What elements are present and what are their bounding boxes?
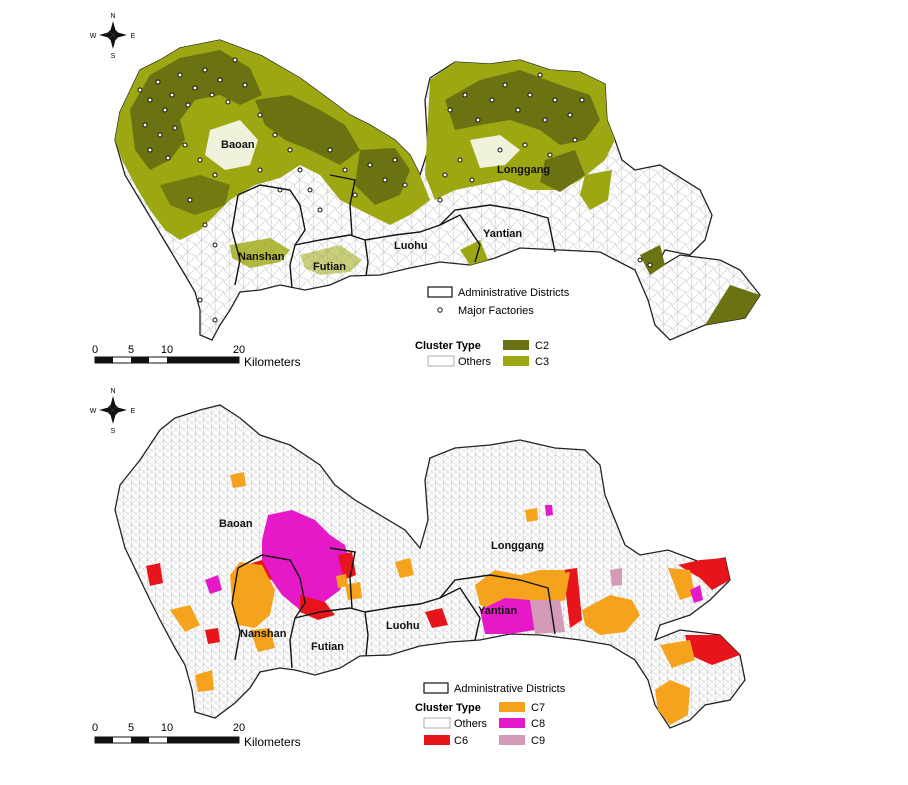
top-scale-tick-0: 0: [92, 344, 98, 356]
top-legend-c2-swatch: [503, 340, 529, 350]
top-compass-s: S: [111, 53, 116, 60]
top-legend-factory-swatch: [437, 307, 443, 313]
bottom-label-yantian: Yantian: [478, 605, 517, 617]
bottom-label-baoan: Baoan: [219, 518, 253, 530]
bottom-district-labels: Baoan Nanshan Futian Luohu Yantian Longg…: [219, 518, 544, 653]
bottom-legend-c8-label: C8: [531, 718, 545, 730]
bottom-legend-c9-label: C9: [531, 735, 545, 747]
bottom-label-nanshan: Nanshan: [240, 628, 287, 640]
top-map: N S E W Baoan Nanshan Futian Luohu Yanti…: [90, 13, 761, 369]
top-label-futian: Futian: [313, 261, 346, 273]
top-legend-district-swatch: [427, 286, 453, 298]
bottom-district-boundaries: [231, 547, 556, 669]
bottom-compass-w: W: [90, 408, 97, 415]
bottom-scale-tick-10: 10: [161, 722, 173, 734]
top-legend-districts-label: Administrative Districts: [458, 287, 570, 299]
top-legend-cluster-title: Cluster Type: [415, 340, 481, 352]
top-legend-c3-swatch: [503, 356, 529, 366]
bottom-legend-c7-swatch: [499, 702, 525, 712]
top-legend-others-label: Others: [458, 356, 492, 368]
bottom-compass-e: E: [131, 408, 136, 415]
top-scale-tick-5: 5: [128, 344, 134, 356]
bottom-map: N S E W Baoan Nanshan Futian Luohu Yanti…: [90, 388, 746, 749]
bottom-legend-cluster-title: Cluster Type: [415, 702, 481, 714]
top-label-nanshan: Nanshan: [238, 251, 285, 263]
bottom-scale-tick-0: 0: [92, 722, 98, 734]
top-scale-tick-20: 20: [233, 344, 245, 356]
bottom-label-futian: Futian: [311, 641, 344, 653]
bottom-legend-c7-label: C7: [531, 702, 545, 714]
top-compass-e: E: [131, 33, 136, 40]
bottom-label-luohu: Luohu: [386, 620, 420, 632]
bottom-compass: N S E W: [90, 388, 136, 435]
top-label-yantian: Yantian: [483, 228, 522, 240]
top-label-luohu: Luohu: [394, 240, 428, 252]
bottom-scale-tick-20: 20: [233, 722, 245, 734]
bottom-label-longgang: Longgang: [491, 540, 544, 552]
top-factory-dots: [137, 57, 653, 323]
bottom-legend-c8-swatch: [499, 718, 525, 728]
top-district-boundaries: [231, 174, 556, 289]
top-compass-w: W: [90, 33, 97, 40]
bottom-compass-s: S: [111, 428, 116, 435]
bottom-legend: Administrative Districts Cluster Type C7…: [415, 682, 566, 747]
bottom-scalebar: 0 5 10 20 Kilometers: [92, 722, 301, 749]
top-legend-c3-label: C3: [535, 356, 549, 368]
top-clusters: [115, 40, 760, 325]
bottom-legend-others-swatch: [423, 717, 451, 729]
top-legend-others-swatch: [427, 355, 455, 367]
top-legend-c2-label: C2: [535, 340, 549, 352]
top-label-baoan: Baoan: [221, 139, 255, 151]
bottom-legend-c6-label: C6: [454, 735, 468, 747]
top-label-longgang: Longgang: [497, 164, 550, 176]
top-scale-unit: Kilometers: [244, 355, 301, 369]
top-scalebar: 0 5 10 20 Kilometers: [92, 344, 301, 369]
bottom-compass-n: N: [110, 388, 115, 395]
top-compass: N S E W: [90, 13, 136, 60]
top-scale-tick-10: 10: [161, 344, 173, 356]
bottom-legend-c6-swatch: [424, 735, 450, 745]
bottom-scale-tick-5: 5: [128, 722, 134, 734]
bottom-legend-district-swatch: [423, 682, 449, 694]
top-legend-factories-label: Major Factories: [458, 305, 534, 317]
bottom-legend-others-label: Others: [454, 718, 488, 730]
bottom-legend-c9-swatch: [499, 735, 525, 745]
bottom-scale-unit: Kilometers: [244, 735, 301, 749]
bottom-clusters: [146, 472, 740, 725]
top-legend: Administrative Districts Major Factories…: [415, 286, 570, 368]
top-compass-n: N: [110, 13, 115, 20]
bottom-legend-districts-label: Administrative Districts: [454, 683, 566, 695]
top-district-labels: Baoan Nanshan Futian Luohu Yantian Longg…: [221, 139, 550, 273]
